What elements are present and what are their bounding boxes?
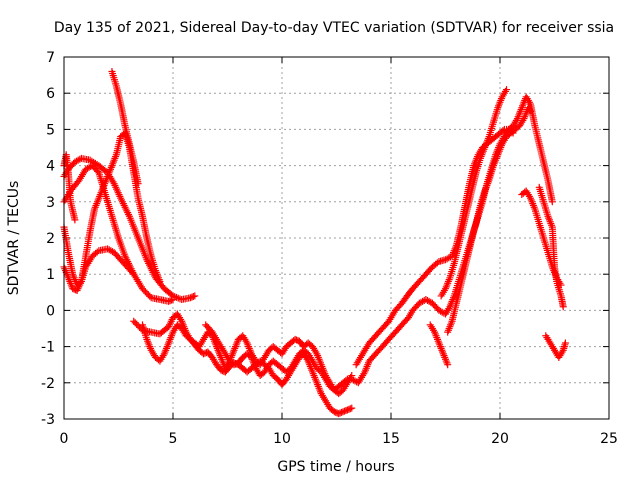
y-tick-label: -1	[41, 340, 55, 356]
data-points	[60, 67, 569, 418]
data-point	[499, 127, 507, 135]
data-point	[191, 292, 199, 300]
data-point	[559, 303, 567, 311]
data-point	[169, 296, 177, 304]
series-arc-12	[437, 86, 511, 300]
data-point	[548, 198, 556, 206]
data-point	[128, 269, 136, 277]
y-tick-label: 0	[46, 303, 55, 319]
series-arc-10	[348, 104, 535, 387]
y-tick-label: -3	[41, 412, 55, 428]
data-point	[419, 297, 427, 305]
x-tick-label: 0	[60, 431, 69, 447]
y-tick-label: 6	[46, 86, 55, 102]
y-tick-label: 3	[46, 195, 55, 211]
y-tick-label: 1	[46, 267, 55, 283]
series-arc-11	[352, 125, 517, 369]
y-tick-label: -2	[41, 376, 55, 392]
plot-border	[63, 56, 610, 420]
data-point	[189, 293, 197, 301]
x-tick-label: 15	[382, 431, 400, 447]
data-point	[346, 405, 354, 413]
y-tick-label: 2	[46, 231, 55, 247]
series-arc-13	[444, 93, 556, 336]
series-arc-9	[202, 321, 351, 394]
chart-title: Day 135 of 2021, Sidereal Day-to-day VTE…	[54, 20, 614, 36]
data-point	[71, 216, 79, 224]
x-axis-label: GPS time / hours	[277, 459, 394, 475]
x-tick-label: 10	[273, 431, 291, 447]
data-point	[561, 339, 569, 347]
y-tick-label: 4	[46, 159, 55, 175]
y-tick-label: 7	[46, 50, 55, 66]
series-arc-17	[542, 332, 569, 361]
x-tick-label: 20	[491, 431, 509, 447]
y-axis-label: SDTVAR / TECUs	[6, 181, 22, 296]
data-point	[348, 404, 356, 412]
data-point	[134, 180, 142, 188]
data-point	[444, 361, 452, 369]
data-point	[156, 277, 164, 285]
data-point	[107, 247, 115, 255]
x-tick-label: 5	[169, 431, 178, 447]
series-arc-6	[60, 151, 79, 224]
data-point	[509, 129, 517, 137]
data-point	[93, 248, 101, 256]
data-point	[425, 297, 433, 305]
series-arc-14	[426, 321, 452, 369]
x-tick-label: 25	[600, 431, 618, 447]
data-point	[342, 376, 350, 384]
data-point	[503, 86, 511, 94]
data-point	[168, 296, 176, 304]
series-arc-5	[108, 67, 142, 188]
data-point	[74, 156, 82, 164]
series-arc-4	[60, 129, 164, 294]
y-tick-label: 5	[46, 122, 55, 138]
series-arc-16	[535, 183, 567, 311]
data-point	[130, 270, 138, 278]
